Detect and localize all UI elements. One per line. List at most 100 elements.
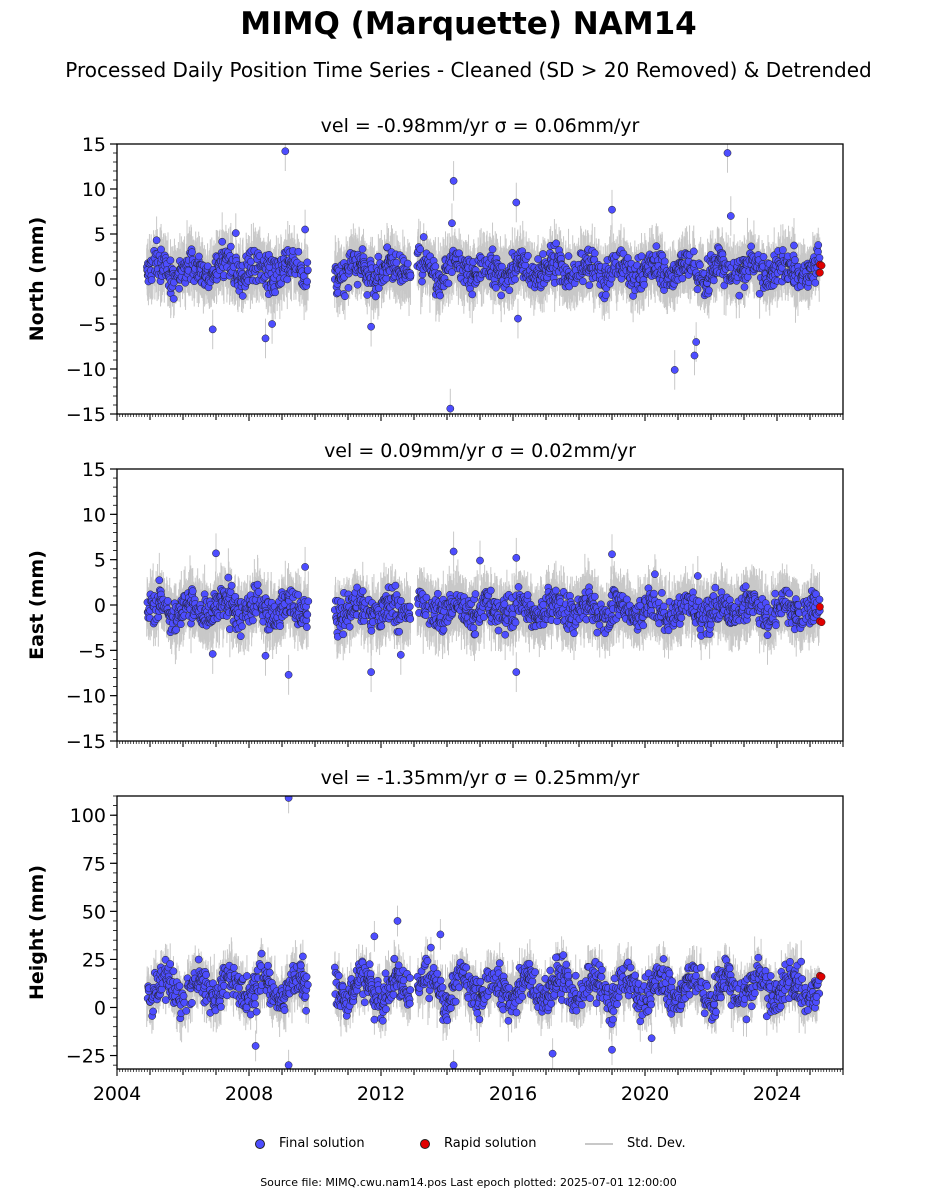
final-point: [303, 277, 311, 286]
final-point: [552, 239, 560, 248]
final-point: [488, 245, 497, 254]
y-tick-label: 10: [82, 179, 106, 201]
final-point-outlier: [208, 325, 217, 334]
final-point: [374, 252, 383, 261]
final-point: [497, 291, 506, 300]
final-point: [353, 280, 362, 289]
final-point: [195, 252, 203, 261]
final-point-outlier: [367, 322, 375, 331]
panel-1: vel = -0.98mm/yr σ = 0.06mm/yr North (mm)…: [26, 115, 844, 426]
final-point: [303, 258, 312, 267]
final-point: [188, 248, 196, 256]
final-point-outlier: [723, 149, 732, 157]
y-axis-label: North (mm): [26, 217, 48, 342]
final-point: [341, 292, 349, 301]
final-point: [218, 237, 227, 246]
final-point-outlier: [301, 225, 309, 234]
rapid-point: [816, 268, 824, 277]
final-point-outlier: [512, 198, 521, 207]
final-point-outlier: [670, 366, 679, 374]
final-point-outlier: [608, 205, 616, 214]
final-point: [303, 266, 312, 274]
final-point: [418, 277, 426, 286]
final-point: [238, 292, 247, 300]
y-tick-label: −10: [66, 359, 106, 381]
panel-title: vel = -0.98mm/yr σ = 0.06mm/yr: [321, 115, 640, 137]
final-point: [735, 291, 744, 300]
final-point: [403, 259, 412, 268]
final-points: [143, 147, 824, 413]
final-point: [416, 245, 425, 254]
final-point: [678, 274, 687, 283]
final-point: [203, 262, 212, 271]
final-point: [709, 276, 718, 285]
final-point-outlier: [726, 212, 735, 220]
final-point-outlier: [449, 177, 458, 185]
final-point: [814, 241, 823, 249]
final-point: [147, 276, 156, 284]
final-point: [755, 289, 764, 298]
final-point: [539, 250, 547, 258]
final-point: [294, 247, 303, 256]
rapid-point: [817, 261, 826, 270]
final-point: [492, 283, 500, 292]
final-point: [431, 262, 440, 271]
final-point: [689, 247, 698, 256]
final-point: [383, 243, 392, 252]
final-point: [660, 257, 669, 266]
final-point: [505, 286, 514, 295]
final-point-outlier: [692, 338, 701, 346]
final-point-outlier: [446, 404, 455, 413]
final-point: [811, 278, 820, 287]
final-point: [175, 284, 183, 293]
y-tick-label: −5: [78, 314, 106, 336]
final-point: [637, 252, 646, 261]
final-point: [602, 291, 610, 299]
final-point: [406, 271, 415, 280]
final-point-outlier: [268, 320, 276, 328]
page-subtitle: Processed Daily Position Time Series - C…: [65, 58, 872, 82]
final-point: [652, 242, 661, 251]
final-point: [693, 285, 702, 294]
final-point: [419, 233, 428, 241]
panel-data: [143, 144, 826, 414]
final-point: [747, 242, 756, 251]
final-point-outlier: [261, 334, 270, 343]
page-title: MIMQ (Marquette) NAM14: [240, 6, 697, 42]
final-point: [498, 262, 506, 271]
final-point: [590, 249, 599, 258]
final-point: [815, 253, 824, 262]
final-point: [227, 242, 235, 251]
y-tick-label: 0: [94, 269, 106, 291]
final-point: [448, 268, 456, 277]
final-point: [392, 258, 401, 267]
final-point: [169, 294, 178, 303]
final-point: [696, 261, 704, 269]
final-point-outlier: [281, 147, 290, 156]
final-point-outlier: [690, 351, 699, 360]
final-point: [790, 241, 798, 250]
final-point: [759, 252, 768, 261]
y-tick-label: 15: [82, 134, 106, 156]
final-point: [157, 245, 165, 254]
final-point: [791, 256, 799, 264]
final-point: [152, 236, 161, 245]
final-point: [779, 246, 787, 254]
final-point: [358, 245, 367, 253]
final-point: [271, 288, 280, 297]
final-point: [511, 275, 519, 284]
final-point: [640, 280, 648, 289]
final-point: [564, 252, 573, 260]
final-point: [166, 256, 175, 265]
final-point: [283, 275, 292, 284]
final-point: [534, 255, 542, 263]
final-point: [371, 292, 380, 301]
panel-data: [143, 531, 826, 695]
final-point: [705, 286, 713, 295]
final-point: [363, 291, 372, 299]
final-point-outlier: [231, 229, 240, 237]
final-point: [468, 290, 477, 299]
final-point: [740, 283, 749, 291]
time-series-plots: vel = -0.98mm/yr σ = 0.06mm/yr North (mm)…: [26, 115, 844, 1105]
